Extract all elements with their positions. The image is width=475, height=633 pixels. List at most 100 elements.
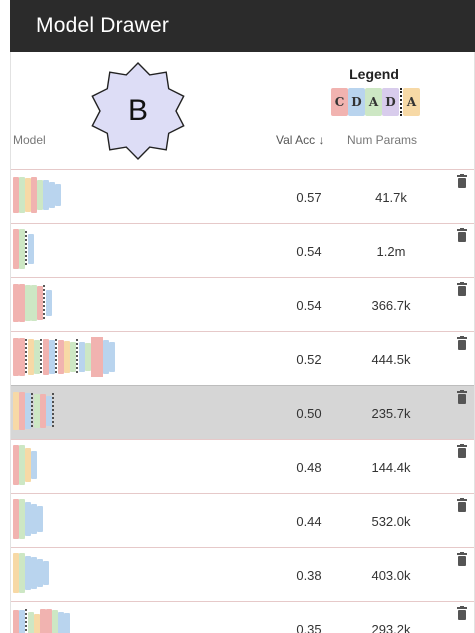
title-bar: Model Drawer (10, 0, 475, 52)
layer-block (91, 337, 97, 377)
model-architecture-glyph (13, 553, 153, 593)
num-params-cell: 41.7k (361, 190, 421, 205)
num-params-cell: 532.0k (361, 514, 421, 529)
layer-block (13, 445, 19, 485)
trash-icon[interactable] (456, 444, 468, 458)
val-acc-cell: 0.50 (289, 406, 329, 421)
badge-letter: B (85, 58, 191, 164)
legend-item-c: C (331, 88, 348, 116)
layer-block (103, 340, 109, 374)
layer-block (13, 177, 19, 213)
trash-icon[interactable] (456, 390, 468, 404)
model-row[interactable]: 0.54 1.2m (11, 223, 474, 277)
layer-block (13, 610, 19, 633)
legend-item-a2: A (403, 88, 420, 116)
layer-block (34, 340, 40, 374)
trash-icon[interactable] (456, 336, 468, 350)
val-acc-cell: 0.52 (289, 352, 329, 367)
layer-block (31, 285, 37, 321)
layer-block (46, 609, 52, 633)
layer-block (37, 506, 43, 532)
model-architecture-glyph (13, 607, 153, 633)
model-drawer-panel: B Legend C D A D A Model Val Acc ↓ Num P… (10, 52, 475, 633)
val-acc-cell: 0.54 (289, 244, 329, 259)
val-acc-cell: 0.57 (289, 190, 329, 205)
layer-block (25, 285, 31, 321)
layer-block (19, 445, 25, 485)
layer-block (85, 343, 91, 371)
model-architecture-glyph (13, 175, 153, 215)
val-acc-cell: 0.54 (289, 298, 329, 313)
layer-block (19, 338, 25, 376)
layer-block (28, 612, 34, 633)
trash-icon[interactable] (456, 228, 468, 242)
model-row[interactable]: 0.54 366.7k (11, 277, 474, 331)
layer-block (40, 394, 46, 428)
trash-icon[interactable] (456, 552, 468, 566)
model-row[interactable]: 0.48 144.4k (11, 439, 474, 493)
model-row[interactable]: 0.38 403.0k (11, 547, 474, 601)
model-architecture-glyph (13, 391, 153, 431)
layer-block (58, 612, 64, 633)
layer-block (70, 342, 76, 372)
layer-block (37, 559, 43, 587)
layer-block (19, 177, 25, 213)
layer-block (37, 180, 43, 210)
val-acc-cell: 0.48 (289, 460, 329, 475)
layer-block (13, 229, 19, 269)
model-row[interactable]: 0.52 444.5k (11, 331, 474, 385)
trash-icon[interactable] (456, 282, 468, 296)
column-header-val-acc[interactable]: Val Acc ↓ (276, 133, 324, 147)
legend: C D A D A (331, 88, 420, 116)
column-header-model[interactable]: Model (13, 133, 46, 147)
layer-block (19, 229, 25, 269)
val-acc-cell: 0.38 (289, 568, 329, 583)
model-row[interactable]: 0.35 293.2k (11, 601, 474, 633)
legend-separator (400, 88, 402, 116)
model-architecture-glyph (13, 337, 153, 377)
model-architecture-glyph (13, 499, 153, 539)
layer-block (19, 499, 25, 539)
num-params-cell: 144.4k (361, 460, 421, 475)
layer-block (19, 392, 25, 430)
model-row-selected[interactable]: 0.50 235.7k (11, 385, 474, 439)
layer-block (49, 340, 55, 374)
layer-block (19, 553, 25, 593)
model-architecture-glyph (13, 445, 153, 485)
legend-item-d: D (348, 88, 365, 116)
layer-block (37, 286, 43, 320)
layer-block (97, 337, 103, 377)
layer-block (13, 392, 19, 430)
panel-label-badge: B (85, 58, 191, 164)
num-params-cell: 293.2k (361, 622, 421, 633)
model-row[interactable]: 0.44 532.0k (11, 493, 474, 547)
model-row[interactable]: 0.57 41.7k (11, 169, 474, 223)
layer-block (52, 610, 58, 633)
model-architecture-glyph (13, 283, 153, 323)
legend-title: Legend (336, 66, 412, 82)
layer-block (31, 451, 37, 479)
trash-icon[interactable] (456, 174, 468, 188)
layer-block (46, 396, 52, 426)
layer-block (25, 178, 31, 212)
layer-block (34, 394, 40, 428)
column-header-num-params[interactable]: Num Params (347, 133, 417, 147)
layer-block (31, 504, 37, 534)
layer-block (43, 180, 49, 210)
layer-block (43, 561, 49, 585)
layer-block (28, 234, 34, 264)
model-list: 0.57 41.7k 0.54 1.2m 0.54 366.7k 0.52 44… (11, 169, 474, 633)
num-params-cell: 235.7k (361, 406, 421, 421)
layer-block (19, 610, 25, 633)
trash-icon[interactable] (456, 606, 468, 620)
layer-block (13, 553, 19, 593)
trash-icon[interactable] (456, 498, 468, 512)
layer-block (109, 342, 115, 372)
layer-block (40, 609, 46, 633)
layer-block (31, 557, 37, 589)
val-acc-cell: 0.35 (289, 622, 329, 633)
num-params-cell: 366.7k (361, 298, 421, 313)
layer-block (58, 340, 64, 374)
layer-block (43, 339, 49, 375)
layer-block (28, 339, 34, 375)
